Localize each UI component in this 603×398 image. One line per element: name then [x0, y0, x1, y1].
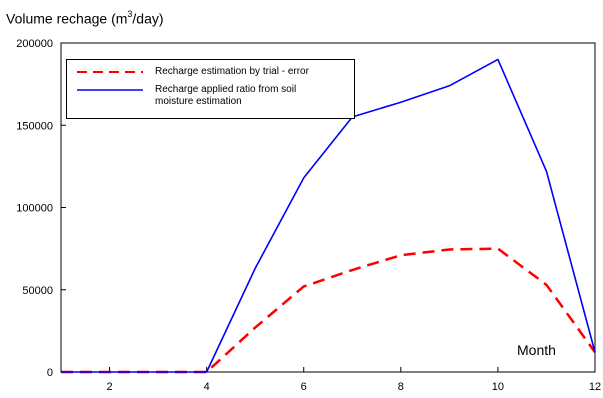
legend-swatch-red-dashed — [77, 71, 143, 73]
legend-swatch-blue-solid — [77, 89, 143, 91]
x-tick-label: 6 — [301, 381, 307, 393]
y-tick-label: 150000 — [16, 120, 53, 132]
y-tick-label: 0 — [47, 367, 53, 379]
y-tick-label: 50000 — [22, 285, 53, 297]
legend: Recharge estimation by trial - error Rec… — [66, 59, 355, 119]
legend-label-trial-error: Recharge estimation by trial - error — [155, 66, 309, 77]
y-axis-ticks: 0 50000 100000 150000 200000 — [16, 38, 66, 379]
x-tick-label: 4 — [204, 381, 210, 393]
legend-label-soil-moisture-line2: moisture estimation — [155, 96, 242, 107]
x-axis-label: Month — [517, 342, 556, 358]
x-tick-label: 8 — [398, 381, 404, 393]
x-tick-label: 12 — [589, 381, 601, 393]
y-tick-label: 100000 — [16, 203, 53, 215]
legend-label-soil-moisture-line1: Recharge applied ratio from soil — [155, 84, 297, 95]
y-axis-label: Volume rechage (m3/day) — [6, 9, 164, 27]
y-tick-label: 200000 — [16, 38, 53, 50]
series-lines — [61, 58, 597, 374]
series-soil-moisture-line — [61, 58, 596, 373]
x-tick-label: 10 — [492, 381, 504, 393]
x-tick-label: 2 — [106, 381, 112, 393]
series-trial-error-line — [61, 247, 597, 374]
